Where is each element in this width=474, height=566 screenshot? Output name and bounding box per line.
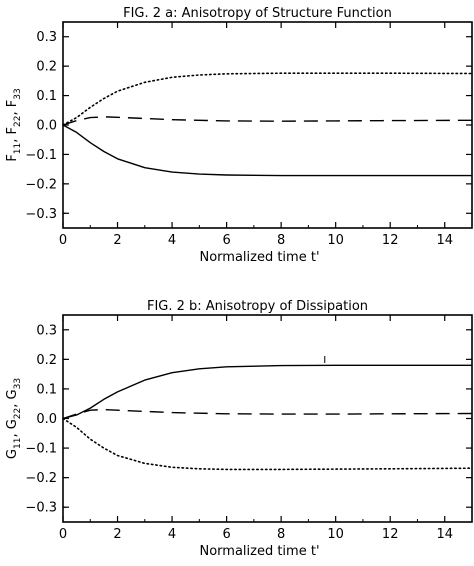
y-axis-label-subscript: 11: [13, 438, 23, 449]
chart-panel-a: FIG. 2 a: Anisotropy of Structure Functi…: [5, 6, 473, 265]
series-line-solid: [62, 124, 472, 177]
x-tick-label: 4: [168, 233, 176, 248]
y-axis-label-text: , G: [5, 419, 20, 437]
y-tick-label: −0.3: [25, 207, 57, 222]
y-axis-label-subscript: 22: [13, 408, 23, 419]
x-tick-label: 12: [382, 527, 399, 542]
x-axis-label: Normalized time t': [199, 544, 319, 559]
x-tick-label: 10: [327, 527, 344, 542]
y-tick-label: −0.1: [25, 148, 57, 163]
x-tick-label: 2: [113, 233, 121, 248]
x-tick-label: 0: [59, 233, 67, 248]
x-tick-label: 8: [277, 233, 285, 248]
x-tick-label: 0: [59, 527, 67, 542]
y-axis-label-subscript: 33: [13, 378, 23, 389]
y-axis-label-subscript: 33: [13, 88, 23, 99]
y-tick-label: 0.0: [36, 119, 57, 134]
x-tick-label: 14: [436, 233, 453, 248]
y-tick-label: 0.0: [36, 412, 57, 427]
x-tick-label: 14: [436, 527, 453, 542]
x-axis-label: Normalized time t': [199, 250, 319, 265]
series-line-dotted: [62, 72, 473, 126]
plot-frame: [62, 314, 473, 523]
x-tick-label: 8: [277, 527, 285, 542]
series-line-dashed: [62, 116, 473, 126]
x-tick-label: 2: [113, 527, 121, 542]
series-line-dotted: [62, 417, 473, 471]
y-tick-label: 0.2: [36, 353, 57, 368]
y-tick-label: 0.1: [36, 382, 57, 397]
chart-panel-b: FIG. 2 b: Anisotropy of Dissipation 0 2 4 6 8…: [5, 299, 473, 559]
x-tick-label: 4: [168, 527, 176, 542]
y-tick-label: 0.2: [36, 60, 57, 75]
y-axis-label: G11, G22, G33: [5, 378, 23, 459]
y-axis-label-text: , F: [5, 127, 20, 143]
y-axis-label-text: , F: [5, 100, 20, 116]
y-axis-label-subscript: 22: [13, 116, 23, 127]
y-tick-label: −0.3: [25, 501, 57, 516]
series-line-solid: [62, 364, 472, 420]
y-tick-label: 0.3: [36, 30, 57, 45]
y-axis-label-text: G: [5, 449, 20, 459]
plot-frame: [62, 21, 473, 229]
y-tick-label: −0.2: [25, 177, 57, 192]
chart-title: FIG. 2 b: Anisotropy of Dissipation: [147, 299, 368, 314]
x-tick-label: 12: [382, 233, 399, 248]
x-tick-label: 6: [222, 527, 230, 542]
y-tick-label: −0.1: [25, 442, 57, 457]
chart-title: FIG. 2 a: Anisotropy of Structure Functi…: [123, 6, 392, 21]
y-tick-label: 0.1: [36, 89, 57, 104]
y-axis-label-text: , G: [5, 389, 20, 407]
y-axis-label: F11, F22, F33: [5, 88, 23, 161]
y-axis-label-text: F: [5, 154, 20, 161]
x-tick-label: 6: [222, 233, 230, 248]
y-tick-label: 0.3: [36, 323, 57, 338]
y-axis-label-subscript: 11: [13, 143, 23, 154]
x-tick-label: 10: [327, 233, 344, 248]
y-tick-label: −0.2: [25, 471, 57, 486]
series-line-dashed: [62, 408, 473, 420]
